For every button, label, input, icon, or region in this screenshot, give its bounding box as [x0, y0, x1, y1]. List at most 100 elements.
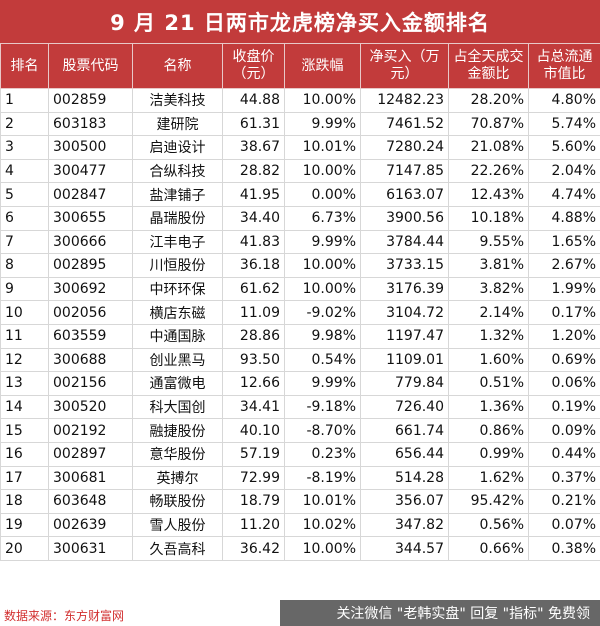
cell-float-ratio: 0.19% [528, 394, 600, 420]
cell-rank: 4 [0, 158, 49, 184]
cell-rank: 1 [0, 88, 49, 113]
cell-float-ratio: 5.74% [528, 111, 600, 137]
cell-net-buy: 3104.72 [360, 300, 449, 325]
cell-close: 40.10 [222, 418, 285, 443]
cell-net-buy: 514.28 [360, 465, 449, 491]
table-row: 11 603559 中通国脉 28.86 9.98% 1197.47 1.32% 1.20% [0, 323, 600, 349]
cell-name: 晶瑞股份 [132, 205, 223, 231]
cell-net-buy: 7280.24 [360, 135, 449, 160]
cell-code: 002897 [48, 441, 133, 467]
cell-rank: 10 [0, 300, 49, 325]
cell-name: 融捷股份 [132, 418, 223, 443]
cell-name: 川恒股份 [132, 253, 223, 278]
cell-float-ratio: 5.60% [528, 135, 600, 160]
cell-change: 0.00% [284, 182, 361, 207]
cell-code: 300666 [48, 229, 133, 255]
cell-code: 300688 [48, 347, 133, 373]
cell-net-buy: 1197.47 [360, 323, 449, 349]
cell-rank: 5 [0, 182, 49, 207]
cell-float-ratio: 0.07% [528, 512, 600, 538]
cell-close: 34.41 [222, 394, 285, 420]
cell-float-ratio: 1.65% [528, 229, 600, 255]
cell-float-ratio: 0.21% [528, 489, 600, 514]
table-row: 7 300666 江丰电子 41.83 9.99% 3784.44 9.55% 1.65% [0, 229, 600, 255]
cell-net-buy: 356.07 [360, 489, 449, 514]
cell-code: 603559 [48, 323, 133, 349]
table-row: 19 002639 雪人股份 11.20 10.02% 347.82 0.56% 0.07% [0, 512, 600, 538]
cell-code: 300681 [48, 465, 133, 491]
cell-float-ratio: 2.04% [528, 158, 600, 184]
cell-float-ratio: 0.37% [528, 465, 600, 491]
table-row: 10 002056 横店东磁 11.09 -9.02% 3104.72 2.14% 0.17% [0, 300, 600, 325]
cell-close: 11.09 [222, 300, 285, 325]
cell-name: 科大国创 [132, 394, 223, 420]
table-row: 17 300681 英搏尔 72.99 -8.19% 514.28 1.62% 0.37% [0, 465, 600, 491]
cell-change: 10.01% [284, 489, 361, 514]
cell-rank: 13 [0, 371, 49, 396]
header-change: 涨跌幅 [284, 43, 361, 89]
header-rank: 排名 [0, 43, 49, 89]
table-title: 9 月 21 日两市龙虎榜净买入金额排名 [0, 0, 600, 43]
cell-code: 300500 [48, 135, 133, 160]
cell-change: -8.70% [284, 418, 361, 443]
cell-close: 57.19 [222, 441, 285, 467]
cell-turnover-ratio: 3.81% [448, 253, 529, 278]
cell-code: 300520 [48, 394, 133, 420]
cell-rank: 20 [0, 536, 49, 561]
cell-change: 10.00% [284, 276, 361, 302]
cell-name: 雪人股份 [132, 512, 223, 538]
cell-net-buy: 656.44 [360, 441, 449, 467]
cell-turnover-ratio: 0.66% [448, 536, 529, 561]
cell-float-ratio: 4.88% [528, 205, 600, 231]
header-code: 股票代码 [48, 43, 133, 89]
ranking-table: 排名 股票代码 名称 收盘价（元） 涨跌幅 净买入（万元） 占全天成交金额比 占… [0, 43, 600, 561]
cell-turnover-ratio: 10.18% [448, 205, 529, 231]
cell-code: 300631 [48, 536, 133, 561]
cell-change: 0.23% [284, 441, 361, 467]
cell-net-buy: 12482.23 [360, 88, 449, 113]
cell-name: 意华股份 [132, 441, 223, 467]
cell-name: 建研院 [132, 111, 223, 137]
cell-net-buy: 344.57 [360, 536, 449, 561]
table-row: 14 300520 科大国创 34.41 -9.18% 726.40 1.36% 0.19% [0, 394, 600, 420]
cell-change: 10.00% [284, 536, 361, 561]
cell-change: 10.00% [284, 253, 361, 278]
cell-close: 72.99 [222, 465, 285, 491]
cell-turnover-ratio: 0.86% [448, 418, 529, 443]
cell-turnover-ratio: 1.36% [448, 394, 529, 420]
cell-name: 洁美科技 [132, 88, 223, 113]
cell-close: 28.82 [222, 158, 285, 184]
table-row: 6 300655 晶瑞股份 34.40 6.73% 3900.56 10.18% 4.88% [0, 205, 600, 231]
cell-rank: 19 [0, 512, 49, 538]
cell-rank: 16 [0, 441, 49, 467]
data-source: 数据来源：东方财富网 [4, 609, 125, 623]
cell-rank: 3 [0, 135, 49, 160]
cell-code: 002847 [48, 182, 133, 207]
table-row: 5 002847 盐津铺子 41.95 0.00% 6163.07 12.43% 4.74% [0, 182, 600, 207]
cell-net-buy: 7147.85 [360, 158, 449, 184]
cell-change: 10.00% [284, 88, 361, 113]
cell-code: 002056 [48, 300, 133, 325]
table-row: 15 002192 融捷股份 40.10 -8.70% 661.74 0.86% 0.09% [0, 418, 600, 443]
cell-code: 002859 [48, 88, 133, 113]
cell-close: 28.86 [222, 323, 285, 349]
cell-turnover-ratio: 3.82% [448, 276, 529, 302]
cell-rank: 9 [0, 276, 49, 302]
cell-name: 横店东磁 [132, 300, 223, 325]
cell-float-ratio: 0.17% [528, 300, 600, 325]
promo-banner: 关注微信 "老韩实盘" 回复 "指标" 免费领 [280, 600, 600, 626]
cell-name: 创业黑马 [132, 347, 223, 373]
cell-net-buy: 3900.56 [360, 205, 449, 231]
cell-rank: 6 [0, 205, 49, 231]
cell-turnover-ratio: 1.62% [448, 465, 529, 491]
footer: 数据来源：东方财富网 关注微信 "老韩实盘" 回复 "指标" 免费领 [0, 600, 600, 626]
cell-close: 11.20 [222, 512, 285, 538]
table-row: 2 603183 建研院 61.31 9.99% 7461.52 70.87% 5.74% [0, 111, 600, 137]
cell-turnover-ratio: 0.51% [448, 371, 529, 396]
cell-rank: 12 [0, 347, 49, 373]
header-name: 名称 [132, 43, 223, 89]
cell-change: 10.02% [284, 512, 361, 538]
cell-float-ratio: 0.69% [528, 347, 600, 373]
cell-turnover-ratio: 1.32% [448, 323, 529, 349]
cell-change: -9.02% [284, 300, 361, 325]
